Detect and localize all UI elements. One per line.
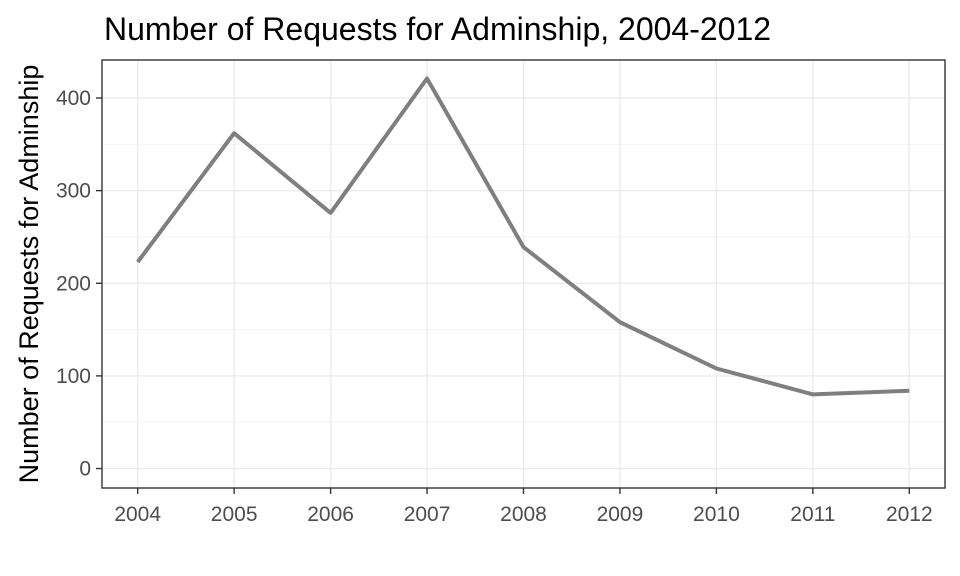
series-line [136,76,910,397]
y-axis-title: Number of Requests for Adminship [14,65,44,484]
y-tick-label: 200 [56,272,91,295]
chart-title: Number of Requests for Adminship, 2004-2… [104,11,771,47]
x-tick-label: 2011 [790,503,835,526]
x-tick-label: 2008 [500,503,547,526]
y-tick-label: 400 [56,87,91,110]
y-axis-ticks: 0 100 200 300 400 [56,87,102,481]
y-tick-label: 0 [79,458,91,481]
y-tick-label: 300 [56,180,91,203]
x-tick-label: 2012 [886,503,933,526]
x-tick-label: 2004 [114,503,161,526]
major-gridlines [102,60,945,488]
x-tick-label: 2009 [597,503,644,526]
x-tick-label: 2005 [211,503,258,526]
x-tick-label: 2010 [693,503,740,526]
x-axis-ticks: 2004 2005 2006 2007 2008 2009 2010 2011 2012 [114,488,933,526]
x-tick-label: 2006 [307,503,354,526]
y-tick-label: 100 [56,365,91,388]
x-tick-label: 2007 [404,503,451,526]
